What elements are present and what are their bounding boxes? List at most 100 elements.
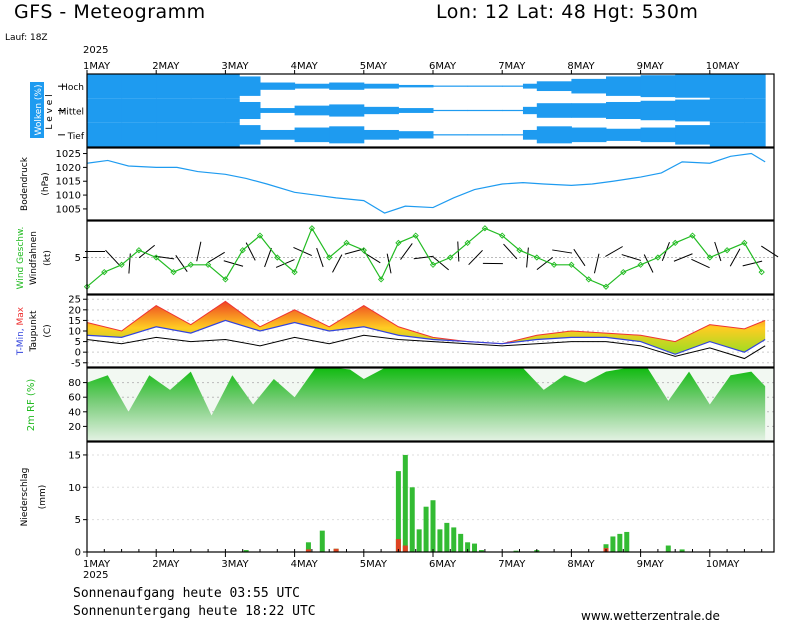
wind-barb — [621, 254, 642, 261]
wind-barb — [643, 254, 654, 273]
humidity-panel-frame — [86, 367, 775, 442]
precip-axis-label: Niederschlag — [20, 468, 30, 527]
wind-speed-point — [377, 276, 385, 283]
cloud-cell-hoch — [363, 83, 399, 89]
cloud-axis-label: Wolken (%) — [34, 85, 44, 136]
cloud-cell-mittel — [522, 106, 538, 115]
wind-barb — [573, 248, 586, 267]
cloud-cell-tief — [225, 122, 240, 147]
wind-unit-label: (kt) — [43, 250, 53, 266]
tmax-line — [86, 300, 766, 345]
cloud-cell-hoch — [433, 85, 469, 87]
wind-speed-point — [637, 261, 644, 268]
wind-speed-point — [499, 232, 506, 239]
temperature-ytick-label: 25 — [68, 295, 81, 306]
humidity-area — [87, 368, 766, 441]
precip-convective-bar — [395, 539, 401, 552]
page-title: GFS - Meteogramm — [14, 1, 206, 23]
x-tick-label-bottom: 1MAY — [83, 559, 111, 570]
wind-speed-point — [187, 261, 194, 268]
cloud-cell-tief — [260, 129, 296, 140]
precipitation-ytick-label: 15 — [68, 450, 81, 461]
wind-speed-point — [550, 261, 558, 268]
precip-bar — [305, 542, 311, 552]
wind-speed-point — [274, 254, 281, 261]
cloud-cell-tief — [156, 122, 192, 147]
cloud-cell-hoch — [522, 83, 538, 89]
humidity-ytick-label: 80 — [68, 378, 81, 389]
x-tick-label-bottom: 2MAY — [152, 559, 180, 570]
cloud-cell-hoch — [121, 74, 157, 99]
cloud-level-label: Mittel — [59, 108, 84, 118]
wind-barb — [691, 258, 710, 269]
cloud-cell-hoch — [329, 82, 365, 90]
x-tick-label-top: 9MAY — [637, 61, 665, 72]
precip-bar — [437, 529, 443, 552]
cloud-level-axis-label: L e v e l — [45, 94, 55, 129]
temperature-ytick-label: 15 — [68, 316, 81, 327]
wind-speed-point — [516, 247, 523, 254]
wind-barb — [526, 247, 529, 268]
cloud-cell-tief — [536, 126, 572, 144]
pressure-panel-frame — [86, 147, 775, 221]
cloud-cell-mittel — [190, 98, 226, 123]
cloud-cell-mittel — [260, 108, 296, 113]
cloud-cell-mittel — [536, 103, 572, 118]
wind-barb — [316, 247, 324, 268]
precip-bar — [430, 500, 436, 552]
cloud-cell-tief — [709, 122, 745, 147]
pressure-ytick-label: 1005 — [56, 204, 81, 215]
cloud-cell-mittel — [433, 109, 469, 112]
wind-speed-point — [343, 239, 350, 247]
wind-speed-point — [256, 232, 264, 239]
cloud-cell-mittel — [709, 98, 745, 123]
wind-speed-point — [672, 239, 679, 247]
wind-speed-point — [412, 232, 419, 239]
cloud-cell-tief — [467, 134, 503, 136]
wind-barb — [605, 246, 623, 257]
wind-barb — [673, 253, 693, 262]
wind-speed-point — [447, 254, 454, 261]
wind-speed-point — [585, 276, 592, 283]
wind-speed-point — [706, 254, 713, 261]
pressure-line — [86, 152, 766, 214]
cloud-label-bg — [30, 82, 44, 138]
wind-speed-point — [568, 261, 575, 268]
wind-barb — [742, 260, 763, 267]
wind-barb — [138, 244, 155, 259]
cloud-cell-tief — [433, 134, 469, 136]
precip-bar — [624, 531, 630, 552]
precip-bar — [409, 487, 415, 552]
cloud-cell-hoch — [571, 78, 607, 94]
precip-bar — [478, 550, 484, 552]
temperature-ytick-label: 5 — [75, 337, 81, 348]
precip-bar — [472, 543, 478, 552]
cloud-cell-hoch — [744, 74, 766, 99]
website-link[interactable]: www.wetterzentrale.de — [581, 609, 720, 623]
precip-bar — [679, 549, 685, 552]
pressure-ytick-label: 1015 — [56, 177, 81, 188]
wind-barb — [223, 260, 244, 267]
year-label-top: 2025 — [83, 45, 109, 56]
temperature-ytick-label: 10 — [68, 327, 81, 338]
cloud-cell-tief — [744, 122, 766, 147]
cloud-cell-mittel — [502, 109, 524, 112]
x-tick-label-bottom: 9MAY — [637, 559, 665, 570]
precipitation-ytick-label: 10 — [68, 483, 81, 494]
temperature-ytick-label: 0 — [75, 348, 81, 359]
wind-speed-line — [86, 226, 763, 288]
cloud-cell-tief — [87, 122, 123, 147]
x-tick-label-top: 3MAY — [221, 61, 249, 72]
wind-barb — [433, 256, 449, 271]
precip-bar — [458, 533, 464, 552]
x-tick-label-top: 6MAY — [429, 61, 457, 72]
wind-barb — [105, 249, 120, 266]
wind-speed-point — [654, 254, 662, 261]
precip-bar — [395, 471, 401, 552]
cloud-cell-hoch — [156, 74, 192, 99]
precip-bar — [243, 550, 249, 552]
wind-barb — [761, 245, 779, 258]
cloud-cell-mittel — [675, 99, 711, 122]
cloud-level-label: Tief — [67, 132, 85, 142]
cloud-cell-hoch — [467, 85, 503, 87]
